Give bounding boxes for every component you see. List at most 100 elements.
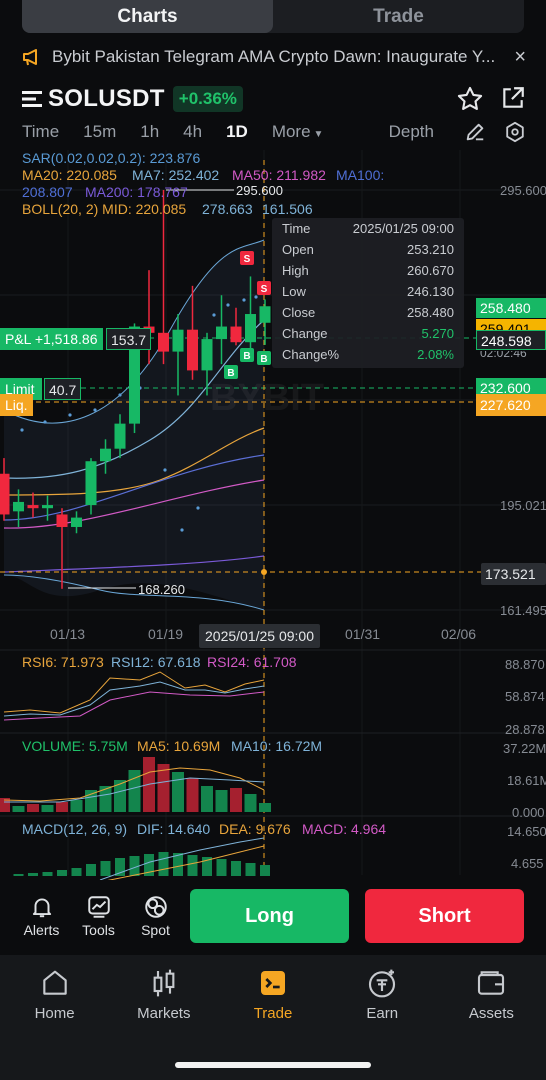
- macd-bar: [28, 873, 38, 876]
- share-icon[interactable]: [500, 85, 526, 111]
- price-axis-5: 161.495: [500, 603, 546, 618]
- candle-body: [260, 306, 271, 323]
- ma200-label: MA200: 178.767: [85, 184, 188, 200]
- macd-bar: [217, 859, 227, 876]
- nav-trade-label: Trade: [254, 1005, 293, 1022]
- ma20-label: MA20: 220.085: [22, 167, 117, 183]
- price-axis-1: 295.600: [500, 183, 546, 198]
- nav-markets-label: Markets: [137, 1005, 190, 1022]
- volume-bar: [42, 805, 54, 812]
- macd-axis-1: 14.650: [507, 824, 546, 839]
- nav-assets[interactable]: Assets: [437, 955, 546, 1080]
- volume-bar: [259, 803, 271, 812]
- date-axis-1: 01/13: [50, 626, 85, 642]
- pnl-qty: 153.7: [106, 328, 151, 350]
- rsi24-line: [4, 692, 264, 720]
- tooltip-row: Change 5.270: [282, 326, 454, 347]
- sar-dot: [163, 468, 166, 471]
- low-label: 168.260: [138, 582, 185, 597]
- candle-body: [231, 327, 242, 343]
- tf-more[interactable]: More ▼: [272, 122, 324, 142]
- tf-depth[interactable]: Depth: [389, 122, 434, 142]
- candle-body: [86, 461, 97, 505]
- tf-4h[interactable]: 4h: [183, 122, 202, 142]
- symbol-row: SOLUSDT +0.36%: [22, 82, 526, 116]
- alerts-label: Alerts: [24, 922, 60, 938]
- macd-bar: [260, 865, 270, 876]
- candle-body: [187, 330, 198, 371]
- macd-bar: [159, 852, 169, 876]
- vol-axis-2: 18.61M: [507, 773, 546, 788]
- sar-dot: [180, 528, 183, 531]
- volume-bar: [71, 800, 83, 812]
- macd-bar: [72, 868, 82, 876]
- candle-body: [71, 518, 82, 527]
- sar-dot: [20, 428, 23, 431]
- liq-tag: Liq.: [0, 394, 33, 416]
- pencil-icon[interactable]: [464, 121, 486, 143]
- menu-icon[interactable]: [22, 90, 42, 108]
- candle-body: [245, 314, 256, 342]
- long-button[interactable]: Long: [190, 889, 349, 943]
- sar-dot: [242, 298, 245, 301]
- nav-home[interactable]: Home: [0, 955, 109, 1080]
- price-axis-4: 195.021: [500, 498, 546, 513]
- volume-bar: [100, 786, 112, 812]
- lower-panels: [0, 650, 546, 880]
- cursor-date-tag: 2025/01/25 09:00: [199, 624, 320, 648]
- vol-axis-3: 0.000: [512, 805, 545, 820]
- volume-bar: [114, 780, 126, 812]
- macd-bar: [101, 861, 111, 876]
- tab-trade[interactable]: Trade: [273, 0, 524, 33]
- svg-text:S: S: [244, 254, 251, 265]
- buy-marker: B: [257, 351, 271, 365]
- rsi-axis-2: 58.874: [505, 689, 545, 704]
- sar-label: SAR(0.02,0.02,0.2): 223.876: [22, 150, 200, 166]
- candle-body: [13, 502, 24, 511]
- sar-dot: [68, 413, 71, 416]
- alerts-button[interactable]: Alerts: [13, 894, 70, 938]
- tab-charts[interactable]: Charts: [22, 0, 273, 33]
- watermark: BYBIT: [210, 377, 324, 419]
- volume-bar: [172, 772, 184, 812]
- macd-bar: [43, 872, 53, 876]
- close-icon[interactable]: ×: [506, 46, 526, 69]
- vol-axis-1: 37.22M: [503, 741, 546, 756]
- candle-body: [115, 424, 126, 449]
- tf-1d[interactable]: 1D: [226, 122, 248, 142]
- ma7-label: MA7: 252.402: [132, 167, 219, 183]
- sell-marker: S: [240, 251, 254, 265]
- countdown-label: 02:02:46: [476, 351, 546, 361]
- spot-label: Spot: [141, 922, 170, 938]
- buy-marker: B: [240, 348, 254, 362]
- sar-dot: [196, 506, 199, 509]
- candle-body: [100, 449, 111, 462]
- tools-label: Tools: [82, 922, 115, 938]
- candle-body: [158, 333, 169, 352]
- rsi24-label: RSI24: 61.708: [207, 654, 297, 670]
- symbol-name[interactable]: SOLUSDT: [48, 85, 165, 113]
- tf-1h[interactable]: 1h: [140, 122, 159, 142]
- tf-time[interactable]: Time: [22, 122, 59, 142]
- tools-button[interactable]: Tools: [70, 894, 127, 938]
- pnl-tag[interactable]: P&L +1,518.86: [0, 328, 103, 350]
- nav-earn-label: Earn: [366, 1005, 398, 1022]
- announcement-bar[interactable]: Bybit Pakistan Telegram AMA Crypto Dawn:…: [22, 42, 526, 72]
- star-icon[interactable]: [456, 85, 484, 113]
- boll-label: BOLL(20, 2) MID: 220.085: [22, 201, 186, 217]
- volume-bar: [245, 794, 257, 812]
- sar-dot: [212, 313, 215, 316]
- macd-dea: DEA: 9.676: [219, 821, 291, 837]
- spot-button[interactable]: Spot: [127, 894, 184, 938]
- svg-text:S: S: [261, 284, 268, 295]
- vol-ma10-label: MA10: 16.72M: [231, 738, 322, 754]
- candle-body: [202, 339, 213, 370]
- macd-dif: DIF: 14.640: [137, 821, 210, 837]
- change-badge: +0.36%: [173, 86, 243, 112]
- tf-15m[interactable]: 15m: [83, 122, 116, 142]
- rsi-axis-3: 28.878: [505, 722, 545, 737]
- settings-icon[interactable]: [504, 121, 526, 143]
- trade-icon: [257, 967, 289, 999]
- cursor-dot: [261, 569, 267, 575]
- short-button[interactable]: Short: [365, 889, 524, 943]
